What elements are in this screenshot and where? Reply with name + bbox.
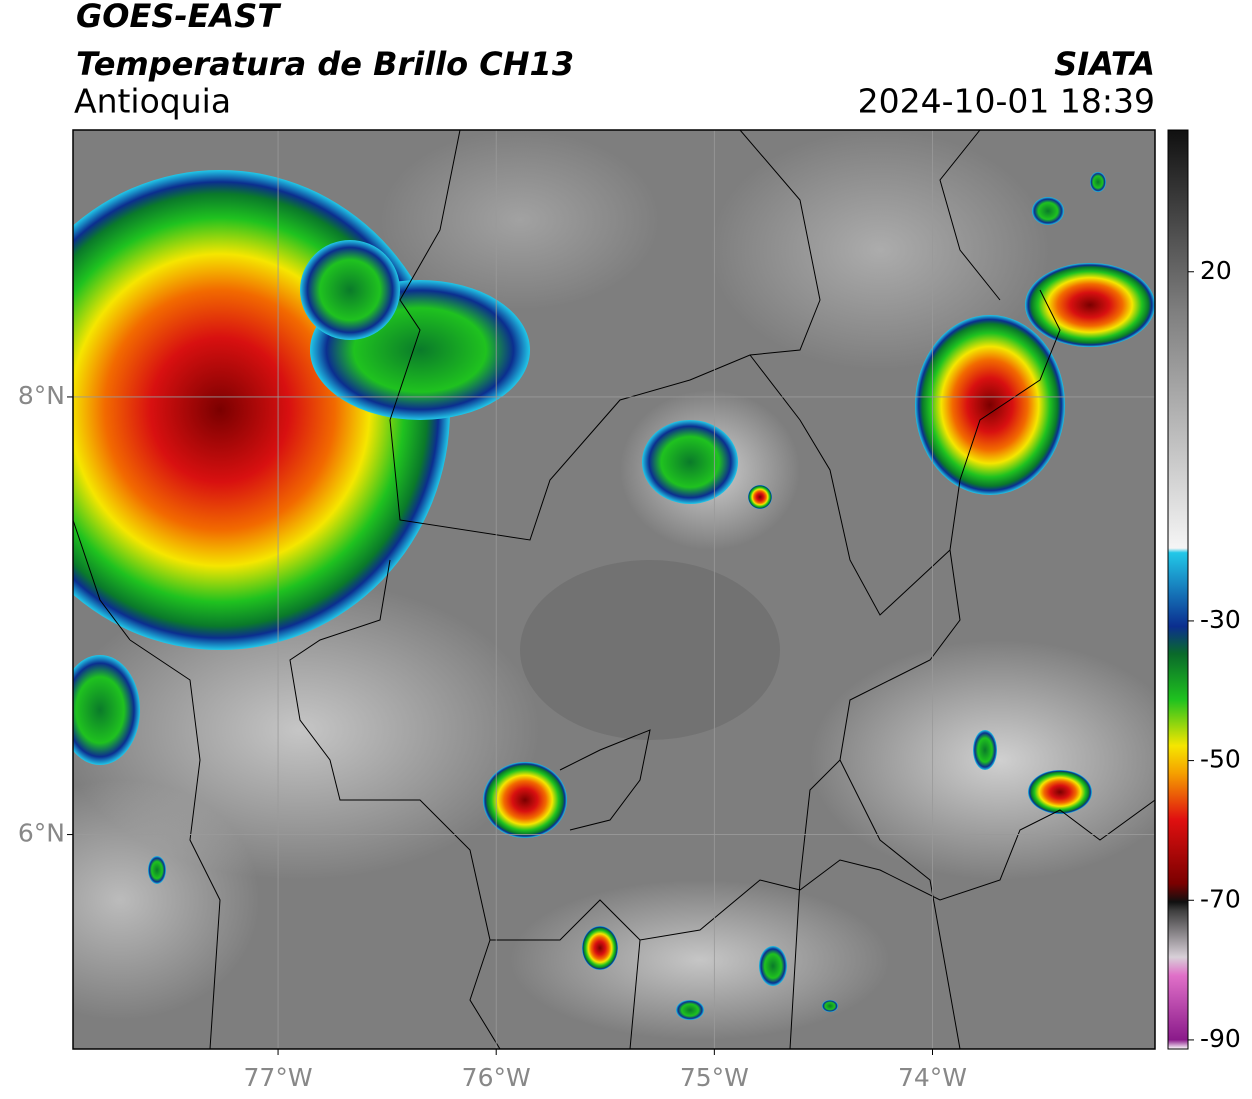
y-tick-label: 6°N <box>18 819 65 848</box>
region: Antioquia <box>74 82 231 121</box>
source: SIATA <box>1054 45 1155 83</box>
subtitle: Temperatura de Brillo CH13 <box>76 45 574 83</box>
x-tick-label: 75°W <box>680 1063 749 1092</box>
x-tick-label: 77°W <box>244 1063 313 1092</box>
colorbar-tick-label: -90 <box>1200 1024 1241 1053</box>
colorbar-tick-label: -30 <box>1200 605 1241 634</box>
map-frame <box>72 129 1156 1050</box>
colorbar-tick-label: -70 <box>1200 884 1241 913</box>
colorbar-tick-label: 20 <box>1200 256 1232 285</box>
satellite-image <box>73 130 1155 1049</box>
x-tick-label: 74°W <box>898 1063 967 1092</box>
datetime: 2024-10-01 18:39 <box>858 82 1155 121</box>
colorbar-tick-label: -50 <box>1200 745 1241 774</box>
borders <box>73 130 1155 1049</box>
graticule <box>73 130 1155 1049</box>
y-tick-label: 8°N <box>18 381 65 410</box>
colorbar <box>1167 129 1189 1050</box>
title: GOES-EAST <box>76 0 281 35</box>
x-tick-label: 76°W <box>462 1063 531 1092</box>
